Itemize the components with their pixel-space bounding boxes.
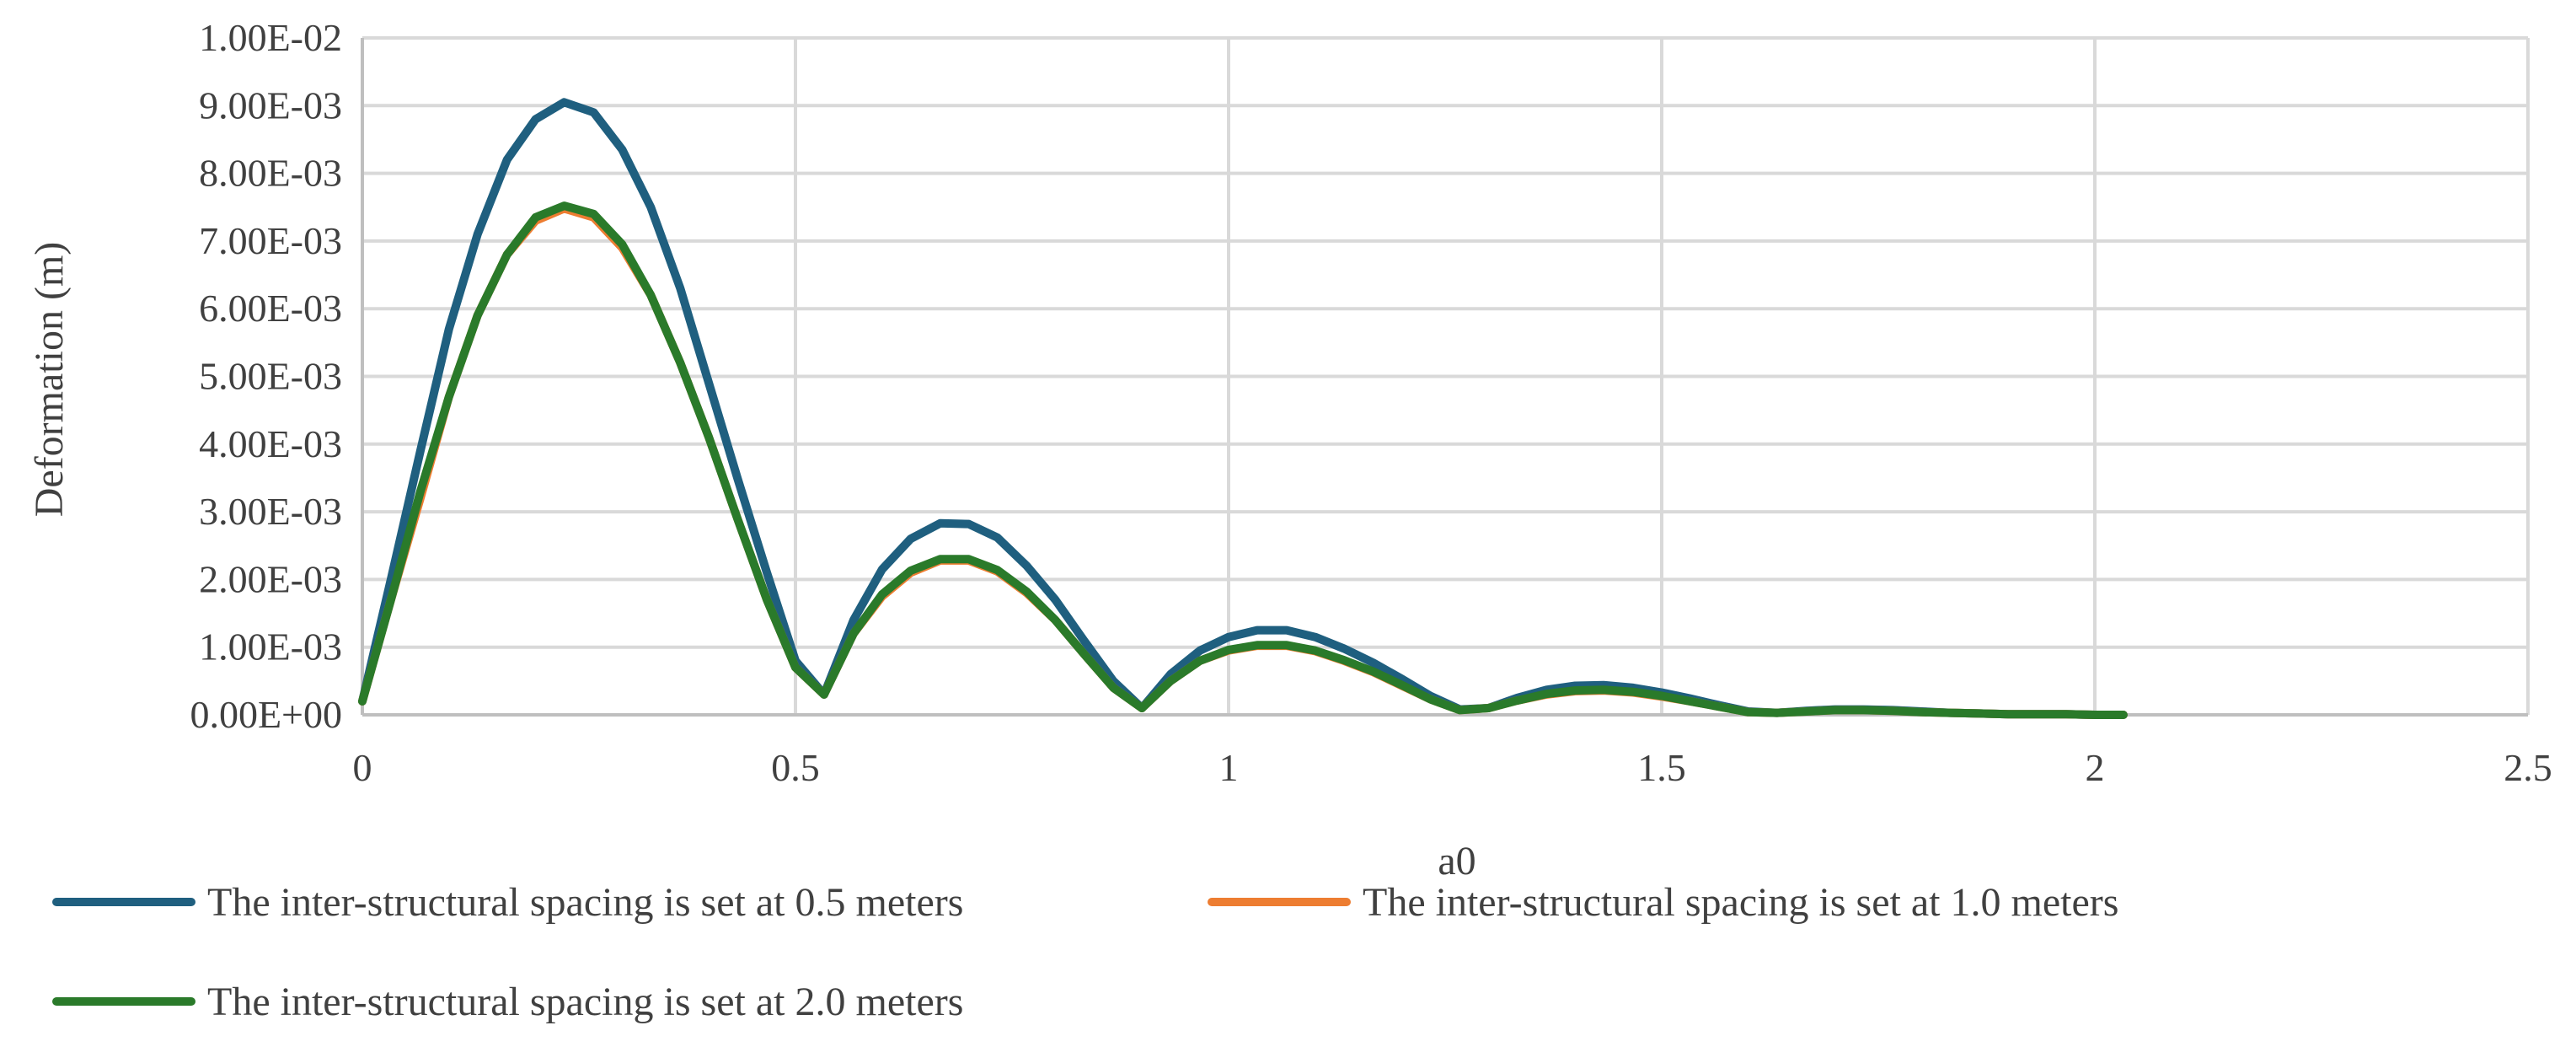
y-tick-label: 1.00E-03: [199, 625, 342, 668]
legend-swatch-spacing-1-0: [1208, 898, 1351, 906]
legend-item-spacing-2-0: The inter-structural spacing is set at 2…: [52, 976, 963, 1027]
y-axis-ticks: 0.00E+00 1.00E-03 2.00E-03 3.00E-03 4.00E-03…: [190, 16, 342, 736]
y-axis-title: Deformation (m): [27, 242, 72, 518]
y-tick-label: 8.00E-03: [199, 152, 342, 195]
series-line-1: [358, 98, 2128, 719]
y-tick-label: 5.00E-03: [199, 355, 342, 398]
y-tick-label: 1.00E-02: [199, 16, 342, 59]
legend-label-spacing-2-0: The inter-structural spacing is set at 2…: [207, 979, 964, 1024]
legend-swatch-spacing-2-0: [52, 997, 195, 1006]
x-tick-label: 1: [1219, 746, 1239, 789]
plot-area: [361, 38, 2528, 717]
x-axis-title: a0: [1438, 839, 1475, 883]
legend-item-spacing-1-0: The inter-structural spacing is set at 1…: [1208, 877, 2118, 927]
y-tick-label: 2.00E-03: [199, 557, 342, 600]
y-tick-label: 9.00E-03: [199, 83, 342, 126]
y-tick-label: 7.00E-03: [199, 219, 342, 262]
y-tick-label: 4.00E-03: [199, 422, 342, 465]
legend-item-spacing-0-5: The inter-structural spacing is set at 0…: [52, 877, 963, 927]
legend-label-spacing-1-0: The inter-structural spacing is set at 1…: [1363, 879, 2119, 925]
x-tick-label: 2.5: [2504, 746, 2552, 789]
y-tick-label: 0.00E+00: [190, 693, 342, 736]
series-line-2: [358, 204, 2128, 719]
x-tick-label: 0: [353, 746, 372, 789]
x-tick-label: 2: [2086, 746, 2105, 789]
series-lines: [358, 98, 2128, 719]
legend: The inter-structural spacing is set at 0…: [0, 877, 2576, 1063]
y-tick-label: 6.00E-03: [199, 287, 342, 330]
series-line-3: [358, 201, 2128, 719]
legend-label-spacing-0-5: The inter-structural spacing is set at 0…: [207, 879, 964, 925]
x-axis-ticks: 0 0.5 1 1.5 2 2.5: [353, 746, 2552, 789]
legend-swatch-spacing-0-5: [52, 898, 195, 906]
y-tick-label: 3.00E-03: [199, 490, 342, 533]
x-tick-label: 1.5: [1637, 746, 1686, 789]
x-tick-label: 0.5: [771, 746, 820, 789]
